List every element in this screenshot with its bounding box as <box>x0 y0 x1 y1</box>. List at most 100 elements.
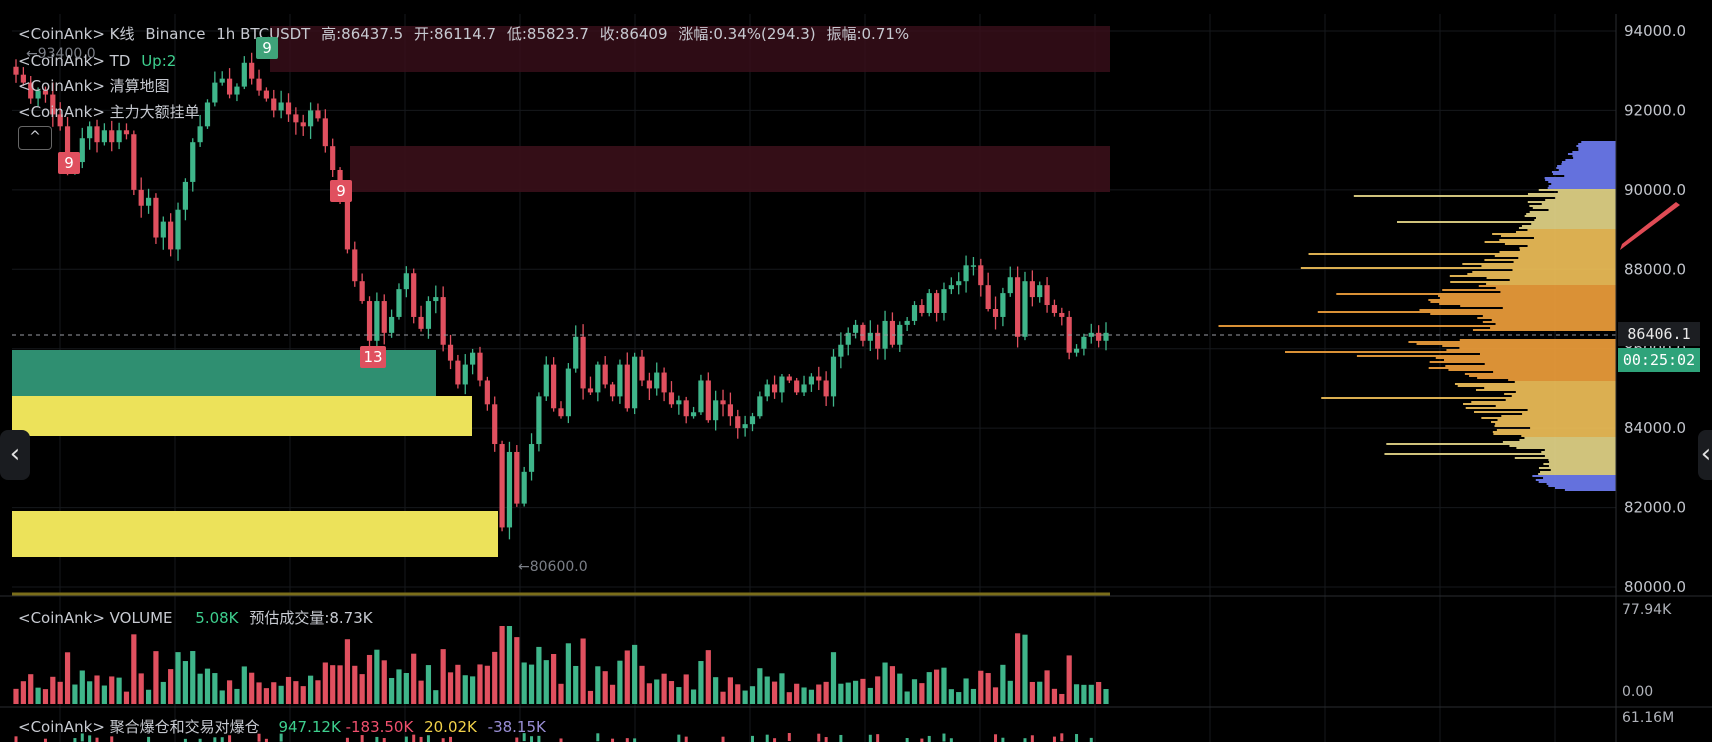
liquidity-zone <box>12 396 472 436</box>
volume-bar <box>735 684 741 704</box>
volume-legend[interactable]: <CoinAnk> VOLUME 5.08K 预估成交量:8.73K <box>18 609 373 627</box>
volume-bar <box>440 649 446 704</box>
volume-bar <box>226 680 233 704</box>
volume-bar <box>1007 680 1013 704</box>
candle-body <box>499 444 505 528</box>
liquidation-bar <box>750 735 754 742</box>
candle-body <box>779 376 785 393</box>
candle-body <box>602 364 608 385</box>
candle-body <box>212 82 218 103</box>
liq-agg-legend[interactable]: <CoinAnk> 聚合爆仓和交易对爆仓 947.12K -183.50K 20… <box>18 718 546 736</box>
volume-bar <box>970 688 977 704</box>
volume-bar <box>87 681 93 704</box>
candle-body <box>197 126 203 143</box>
volume-bar <box>455 664 461 704</box>
liquidation-bar <box>375 736 379 742</box>
candle-body <box>521 471 527 504</box>
candle-body <box>639 356 645 381</box>
td-count-badge: 13 <box>360 346 386 368</box>
volume-bar <box>845 682 851 704</box>
candle-body <box>992 309 999 317</box>
liquidity-zone <box>12 511 498 557</box>
candle-body <box>374 301 380 341</box>
volume-axis-zero: 0.00 <box>1622 684 1653 700</box>
liquidation-bar <box>147 736 151 742</box>
volume-bar <box>1103 689 1109 704</box>
candle-body <box>705 380 711 421</box>
volume-bar <box>587 690 594 704</box>
liquidation-bar <box>264 738 268 742</box>
candle-body <box>271 98 277 111</box>
candle-body <box>727 404 733 417</box>
volume-bar <box>595 666 601 704</box>
candle-body <box>352 249 358 282</box>
td-legend[interactable]: <CoinAnk> TD Up:2 <box>18 52 176 70</box>
liquidation-bar <box>677 734 681 742</box>
volume-bar <box>123 691 130 704</box>
liquidation-bar <box>360 735 364 742</box>
candle-body <box>580 336 586 389</box>
candle-body <box>838 344 844 357</box>
volume-bar <box>1088 684 1094 704</box>
candle-body <box>956 281 962 286</box>
volume-bar <box>646 683 652 704</box>
volume-bar <box>131 634 137 704</box>
candle-body <box>418 316 424 329</box>
price-tick-label: 84000.0 <box>1624 419 1686 437</box>
candle-body <box>889 320 896 345</box>
candle-body <box>109 130 115 143</box>
big-orders-legend[interactable]: <CoinAnk> 主力大额挂单 <box>18 103 200 121</box>
volume-bar <box>551 653 557 704</box>
candle-body <box>816 376 822 381</box>
liquidation-bar <box>220 737 224 742</box>
volume-bar <box>661 673 667 704</box>
volume-bar <box>897 673 903 704</box>
volume-bar <box>1000 664 1006 704</box>
liq-map-legend[interactable]: <CoinAnk> 清算地图 <box>18 77 170 95</box>
volume-bar <box>801 687 807 704</box>
volume-bar <box>138 673 144 704</box>
volume-bar <box>779 673 785 704</box>
liquidation-bar <box>449 736 453 742</box>
volume-bar <box>992 687 999 704</box>
volume-bar <box>337 665 343 704</box>
scroll-right-button[interactable]: ‹ <box>1698 430 1712 480</box>
kline-label: <CoinAnk> K线 <box>18 25 135 43</box>
candle-body <box>1096 332 1102 341</box>
liquidation-bar <box>942 733 946 742</box>
volume-bar <box>727 677 733 704</box>
volume-bar <box>565 643 571 704</box>
candle-body <box>970 265 977 267</box>
candle-body <box>153 197 159 238</box>
liquidation-bar <box>80 733 84 742</box>
td-value: Up:2 <box>141 52 177 70</box>
liquidation-bar <box>382 738 386 742</box>
candle-body <box>1022 281 1028 337</box>
volume-bar <box>109 676 115 704</box>
volume-bar <box>963 678 969 704</box>
liquidation-bar <box>537 735 541 742</box>
low-value: 低:85823.7 <box>506 25 589 43</box>
liq-agg-v4: -38.15K <box>487 718 546 736</box>
kline-legend[interactable]: <CoinAnk> K线 Binance 1h BTCUSDT 高:86437.… <box>18 25 909 43</box>
candle-body <box>123 130 130 135</box>
volume-bar <box>418 680 424 704</box>
volume-bar <box>212 673 218 704</box>
liquidation-bar <box>1030 735 1034 742</box>
liquidation-bar <box>596 733 600 742</box>
amplitude-value: 振幅:0.71% <box>826 25 910 43</box>
liquidation-bar <box>787 733 791 742</box>
candle-body <box>241 62 247 87</box>
volume-bar <box>28 674 34 704</box>
volume-bar <box>860 678 866 704</box>
collapse-legend-button[interactable]: ^ <box>18 126 52 150</box>
volume-bar <box>742 690 748 704</box>
candle-body <box>934 293 940 313</box>
scroll-left-button[interactable]: ‹ <box>0 430 30 480</box>
high-marker: ←93400.0 <box>26 46 96 62</box>
candle-body <box>13 66 19 75</box>
volume-bar <box>359 674 365 704</box>
order-wall-zone <box>350 146 1110 192</box>
candle-body <box>425 301 432 329</box>
